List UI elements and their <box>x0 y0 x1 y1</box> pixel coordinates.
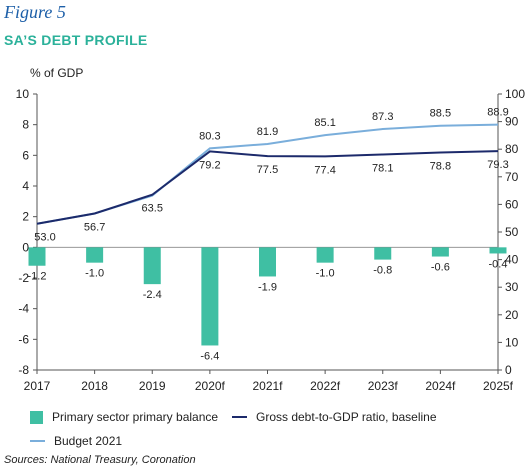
bar <box>143 247 161 285</box>
x-tick-label: 2021f <box>252 379 283 393</box>
bar-value-label: -6.4 <box>200 350 219 362</box>
left-tick-label: 0 <box>22 240 29 254</box>
bar-value-label: -2.4 <box>143 289 162 301</box>
x-tick-label: 2022f <box>310 379 341 393</box>
x-tick-label: 2018 <box>81 379 108 393</box>
bar-value-label: -1.2 <box>28 271 47 283</box>
left-tick-label: 4 <box>22 179 29 193</box>
budget-value-label: 87.3 <box>372 111 393 123</box>
x-tick-label: 2023f <box>368 379 399 393</box>
baseline-value-label: 78.1 <box>372 162 393 174</box>
figure-label: Figure 5 <box>4 2 66 22</box>
left-tick-label: -2 <box>18 271 29 285</box>
right-tick-label: 70 <box>505 170 519 184</box>
bar-value-label: -1.9 <box>258 281 277 293</box>
bar <box>259 247 276 277</box>
right-tick-label: 60 <box>505 197 519 211</box>
baseline-value-label: 56.7 <box>84 222 105 234</box>
baseline-value-label: 78.8 <box>430 161 451 173</box>
baseline-value-label: 77.5 <box>257 164 278 176</box>
right-tick-label: 100 <box>505 87 525 101</box>
right-tick-label: 90 <box>505 115 519 129</box>
axes: -8-6-4-202468100102030405060708090100201… <box>16 87 526 393</box>
x-tick-label: 2017 <box>24 379 51 393</box>
legend-label-bars: Primary sector primary balance <box>52 410 219 424</box>
bar-series <box>28 247 507 346</box>
budget-value-label: 80.3 <box>199 130 220 142</box>
bar-value-label: -1.0 <box>85 268 104 280</box>
bar <box>28 247 46 266</box>
x-tick-label: 2025f <box>483 379 514 393</box>
data-labels: -1.2 -1.0 -2.4 -6.4 -1.9 -1.0 -0.8 -0.6 -0.4 80.3… <box>28 107 509 363</box>
left-tick-label: 10 <box>16 87 30 101</box>
right-tick-label: 0 <box>505 363 512 377</box>
budget-value-label: 85.1 <box>314 117 335 129</box>
bar <box>431 247 449 257</box>
right-tick-label: 20 <box>505 308 519 322</box>
baseline-value-label: 79.2 <box>199 159 220 171</box>
line-series <box>36 123 499 225</box>
bar <box>489 247 507 254</box>
bar <box>201 247 219 346</box>
bar <box>374 247 392 260</box>
bar <box>316 247 334 263</box>
baseline-value-label: 77.4 <box>314 164 335 176</box>
x-tick-label: 2020f <box>195 379 226 393</box>
bar-value-label: -1.0 <box>316 268 335 280</box>
right-tick-label: 30 <box>505 280 519 294</box>
left-tick-label: 8 <box>22 118 29 132</box>
left-tick-label: 6 <box>22 148 29 162</box>
x-tick-label: 2019 <box>139 379 166 393</box>
legend-item-budget: Budget 2021 <box>30 434 122 448</box>
legend-label-baseline: Gross debt-to-GDP ratio, baseline <box>256 410 437 424</box>
baseline-value-label: 53.0 <box>34 232 55 244</box>
left-tick-label: -6 <box>18 332 29 346</box>
left-tick-label: 2 <box>22 210 29 224</box>
baseline-value-label: 79.3 <box>487 159 508 171</box>
bar-value-label: -0.8 <box>373 265 392 277</box>
right-tick-label: 50 <box>505 225 519 239</box>
legend-swatch-bars <box>30 410 43 424</box>
legend-swatch-budget <box>30 440 45 442</box>
budget-value-label: 88.9 <box>487 107 508 119</box>
legend-swatch-baseline <box>232 416 247 418</box>
budget-value-label: 81.9 <box>257 126 278 138</box>
right-tick-label: 10 <box>505 335 519 349</box>
left-tick-label: -4 <box>18 302 29 316</box>
right-tick-label: 80 <box>505 142 519 156</box>
budget-value-label: 88.5 <box>430 108 451 120</box>
left-axis-label: % of GDP <box>30 66 83 80</box>
baseline-value-label: 63.5 <box>142 203 163 215</box>
legend-label-budget: Budget 2021 <box>54 434 123 448</box>
x-tick-label: 2024f <box>425 379 456 393</box>
chart-title: SA’S DEBT PROFILE <box>4 32 148 48</box>
bar <box>86 247 104 263</box>
bar-value-label: -0.6 <box>431 262 450 274</box>
bar-value-label: -0.4 <box>489 258 508 270</box>
legend-item-baseline: Gross debt-to-GDP ratio, baseline <box>232 410 437 424</box>
legend-item-bars: Primary sector primary balance <box>30 410 218 424</box>
baseline-debt-line <box>36 150 499 225</box>
source-note: Sources: National Treasury, Coronation <box>4 454 196 466</box>
left-tick-label: -8 <box>18 363 29 377</box>
right-tick-label: 40 <box>505 253 519 267</box>
